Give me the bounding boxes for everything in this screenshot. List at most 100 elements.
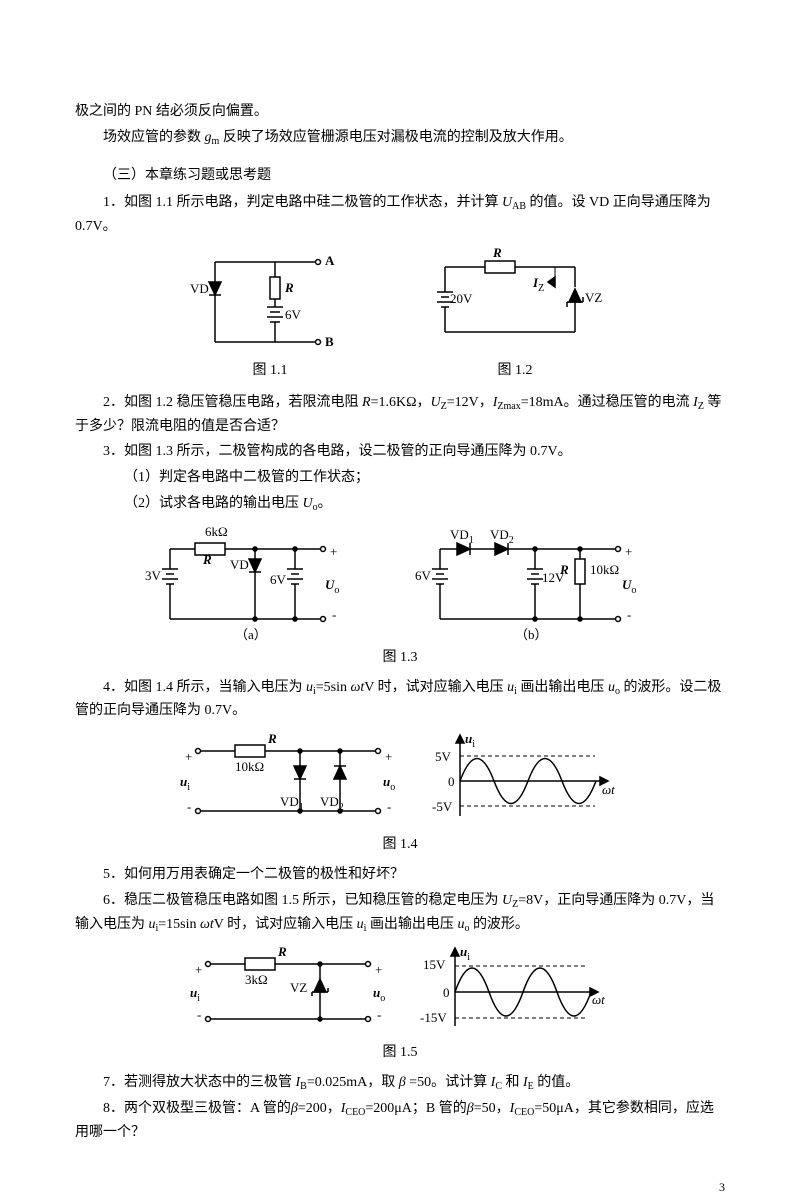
sub: o: [615, 686, 620, 697]
text: 6．稳压二极管稳压电路如图 1.5 所示，已知稳压管的稳定电压为: [103, 893, 502, 908]
svg-text:6kΩ: 6kΩ: [205, 524, 228, 539]
question-2: 2．如图 1.2 稳压管稳压电路，若限流电阻 R=1.6KΩ，UZ=12V，IZ…: [75, 391, 725, 439]
svg-text:-: -: [387, 799, 391, 814]
var: R: [362, 395, 371, 410]
sub: i: [514, 686, 517, 697]
text: V 时，试对应输入电压: [364, 680, 507, 695]
svg-text:VD: VD: [190, 281, 209, 296]
svg-text:IZ: IZ: [532, 275, 544, 294]
var: U: [502, 893, 512, 908]
svg-text:-: -: [627, 607, 631, 622]
svg-text:R: R: [277, 944, 287, 959]
text: 的值。: [534, 1075, 580, 1090]
svg-text:+: +: [330, 544, 337, 559]
svg-text:Uo: Uo: [622, 577, 636, 596]
figure-row-1: A VD R 6V B 图 1.1 R 20V: [75, 247, 725, 389]
text: =1.6KΩ，: [371, 395, 431, 410]
text: （2）试求各电路的输出电压: [124, 496, 303, 511]
svg-text:10kΩ: 10kΩ: [235, 759, 264, 774]
caption-1-5: 图 1.5: [75, 1041, 725, 1065]
var: U: [502, 195, 512, 210]
question-3-1: （1）判定各电路中二极管的工作状态；: [75, 466, 725, 490]
sub: Z: [698, 401, 704, 412]
svg-text:VD: VD: [230, 557, 249, 572]
svg-text:ui: ui: [465, 731, 475, 750]
figure-1-1: A VD R 6V B 图 1.1: [185, 247, 355, 389]
sub: C: [495, 1081, 502, 1092]
svg-text:0: 0: [443, 985, 450, 1000]
var: u: [306, 680, 313, 695]
text: 画出输出电压: [366, 917, 457, 932]
svg-text:12V: 12V: [542, 570, 565, 585]
svg-text:6V: 6V: [415, 568, 432, 583]
svg-text:0: 0: [448, 774, 455, 789]
page-number: 3: [719, 1177, 725, 1197]
svg-text:R: R: [284, 280, 294, 295]
svg-text:15V: 15V: [423, 957, 446, 972]
text: =50。试计算: [406, 1075, 491, 1090]
svg-text:ui: ui: [190, 985, 200, 1004]
svg-text:20V: 20V: [450, 291, 473, 306]
text: 7．若测得放大状态中的三极管: [103, 1075, 296, 1090]
var: u: [149, 917, 156, 932]
svg-text:6V: 6V: [285, 307, 302, 322]
var: I: [523, 1075, 528, 1090]
svg-text:-: -: [377, 1007, 381, 1022]
var: U: [303, 496, 313, 511]
text: =200，: [298, 1101, 341, 1116]
sub: i: [156, 923, 159, 934]
svg-text:A: A: [325, 253, 335, 268]
svg-text:uo: uo: [373, 985, 385, 1004]
question-4: 4．如图 1.4 所示，当输入电压为 ui=5sin ωtV 时，试对应输入电压…: [75, 676, 725, 724]
var: ωt: [200, 917, 214, 932]
text: 的波形。: [469, 917, 529, 932]
svg-text:VD2: VD2: [490, 527, 514, 546]
svg-text:10kΩ: 10kΩ: [590, 562, 619, 577]
svg-text:R: R: [202, 552, 212, 567]
question-3: 3．如图 1.3 所示，二极管构成的各电路，设二极管的正向导通压降为 0.7V。: [75, 440, 725, 464]
text: =0.025mA，取: [307, 1075, 399, 1090]
var: β: [399, 1075, 406, 1090]
figure-row-1-5: R 3kΩ VZ +ui- +uo- ui 15V0-15V ωt: [75, 944, 725, 1039]
svg-text:ui: ui: [460, 944, 470, 963]
sub: Z: [512, 899, 518, 910]
var: u: [357, 917, 364, 932]
sub: Z: [441, 401, 447, 412]
circuit-1-5: R 3kΩ VZ +ui- +uo-: [190, 944, 400, 1039]
text: =12V，: [447, 395, 493, 410]
question-5: 5．如何用万用表确定一个二极管的极性和好坏？: [75, 863, 725, 887]
question-8: 8．两个双极型三极管：A 管的β=200，ICEO=200μA；B 管的β=50…: [75, 1097, 725, 1145]
text: 。: [318, 496, 332, 511]
intro-line-1: 极之间的 PN 结必须反向偏置。: [75, 100, 725, 124]
figure-1-3b: VD1 VD2 R 10kΩ 12V 6V + U: [415, 524, 655, 644]
var-gm: g: [205, 130, 212, 145]
waveform-1-4: ui 5V0-5V ωt: [430, 731, 620, 831]
var: β: [291, 1101, 298, 1116]
svg-text:+: +: [185, 749, 192, 764]
svg-text:3V: 3V: [145, 568, 162, 583]
svg-text:ui: ui: [180, 774, 190, 793]
sub: CEO: [345, 1107, 365, 1118]
sub: B: [300, 1081, 307, 1092]
text: =50，: [474, 1101, 510, 1116]
svg-text:R: R: [267, 731, 277, 746]
text: 场效应管的参数: [103, 130, 205, 145]
figure-1-3a: 6kΩ R 3V VD 6V + Uo - （a）: [145, 524, 355, 644]
svg-text:VZ: VZ: [290, 980, 307, 995]
sub: E: [528, 1081, 534, 1092]
svg-text:+: +: [375, 962, 382, 977]
svg-text:-: -: [197, 1007, 201, 1022]
question-3-2: （2）试求各电路的输出电压 Uo。: [75, 492, 725, 516]
text: 4．如图 1.4 所示，当输入电压为: [103, 680, 306, 695]
question-6: 6．稳压二极管稳压电路如图 1.5 所示，已知稳压管的稳定电压为 UZ=8V，正…: [75, 889, 725, 937]
circuit-1-4: R 10kΩ VD1 VD2 +ui- +uo-: [180, 731, 410, 831]
svg-text:Uo: Uo: [325, 577, 339, 596]
section-head: （三）本章练习题或思考题: [75, 164, 725, 188]
svg-text:ωt: ωt: [602, 782, 615, 797]
sub: CEO: [514, 1107, 534, 1118]
circuit-1-1: A VD R 6V B: [185, 247, 355, 357]
svg-text:ωt: ωt: [592, 992, 605, 1007]
text: =15sin: [158, 917, 200, 932]
svg-text:R: R: [492, 247, 502, 260]
sub: AB: [512, 201, 526, 212]
